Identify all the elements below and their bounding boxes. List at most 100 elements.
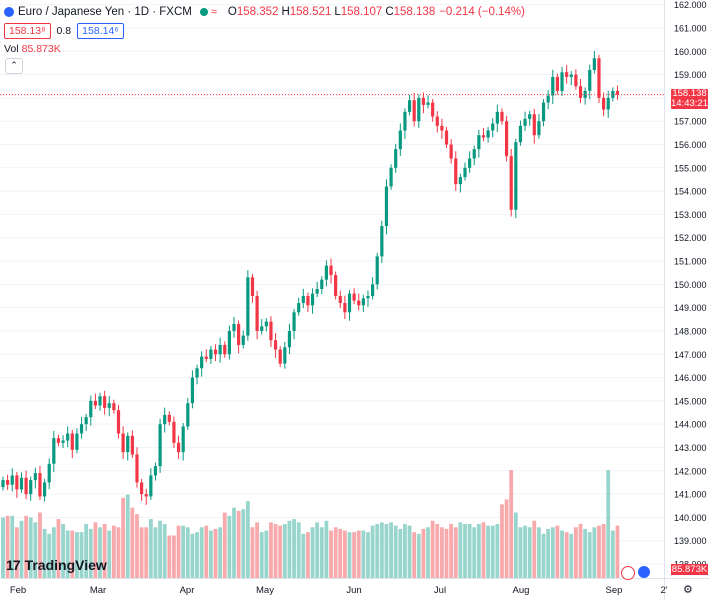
candle-body	[172, 421, 176, 443]
volume-legend[interactable]: Vol 85.873K	[4, 43, 61, 55]
candle-body	[421, 97, 426, 105]
volume-bar	[79, 532, 84, 578]
collapse-legend-button[interactable]: ⌃	[5, 58, 23, 74]
volume-bar	[573, 527, 578, 578]
candle-body	[52, 438, 56, 464]
candle-body	[75, 433, 79, 450]
volume-bar	[338, 528, 343, 578]
candle-body	[33, 473, 37, 481]
volume-bar	[296, 522, 301, 578]
market-status[interactable]: ≈	[199, 6, 217, 18]
candle-body	[380, 226, 384, 257]
volume-bar	[481, 522, 486, 578]
volume-bar	[148, 519, 153, 578]
candle-body	[218, 344, 222, 355]
volume-bar	[204, 525, 209, 578]
volume-bar	[597, 525, 601, 578]
candle-body	[19, 477, 24, 490]
candle-body	[569, 74, 573, 77]
volume-bar	[172, 535, 176, 578]
volume-bar	[610, 530, 615, 578]
candle-body	[176, 442, 181, 453]
candle-body	[602, 97, 606, 110]
volume-bar	[583, 528, 588, 578]
volume-bar	[537, 527, 541, 578]
volume-bar	[75, 532, 79, 578]
x-tick-label: Mar	[90, 585, 106, 596]
candle-body	[412, 100, 416, 122]
tradingview-logo[interactable]: 17 TradingView	[6, 557, 107, 573]
symbol-title[interactable]: Euro / Japanese Yen · 1D · FXCM	[18, 6, 192, 18]
last-price-tag: 158.138 14:43:21	[671, 89, 708, 109]
y-tick-label: 140.000	[674, 513, 707, 523]
candle-body	[310, 293, 315, 306]
candle-body	[551, 76, 555, 96]
close-label: C	[385, 6, 394, 18]
volume-bar	[490, 525, 495, 578]
y-tick-label: 143.000	[674, 443, 707, 453]
volume-bar	[615, 525, 620, 578]
candle-body	[560, 72, 564, 91]
volume-bar	[153, 527, 158, 578]
volume-bar	[135, 514, 139, 578]
volume-bar	[61, 524, 65, 578]
candle-body	[144, 494, 148, 497]
flash-icon[interactable]	[621, 566, 635, 580]
volume-bar	[42, 528, 47, 578]
volume-bar	[500, 504, 504, 578]
volume-bar	[5, 515, 10, 578]
volume-bar	[361, 530, 366, 578]
y-tick-label: 155.000	[674, 163, 707, 173]
volume-label: Vol	[4, 43, 19, 55]
gear-icon[interactable]: ⚙	[683, 584, 693, 596]
candle-body	[213, 349, 218, 355]
candle-body	[541, 102, 546, 122]
volume-bar	[430, 520, 435, 578]
x-tick-label: Aug	[513, 585, 530, 596]
change-value: −0.214 (−0.14%)	[439, 6, 525, 18]
buy-button[interactable]: 158.14⁶	[77, 23, 124, 39]
candle-body	[352, 293, 356, 301]
candle-body	[149, 475, 153, 497]
volume-bar	[476, 524, 481, 578]
volume-bar	[199, 527, 204, 578]
sell-button[interactable]: 158.13⁸	[4, 23, 51, 39]
volume-bar	[144, 527, 149, 578]
candle-body	[273, 340, 278, 350]
volume-bar	[125, 494, 130, 578]
volume-bar	[70, 530, 75, 578]
candle-body	[458, 177, 462, 185]
volume-bar	[107, 530, 112, 578]
y-tick-label: 154.000	[674, 187, 707, 197]
candle-body	[153, 466, 158, 476]
candle-body	[454, 158, 458, 185]
candle-body	[431, 102, 435, 117]
open-label: O	[227, 6, 237, 18]
volume-bar	[287, 520, 292, 578]
volume-bar	[310, 527, 315, 578]
candle-body	[324, 265, 328, 280]
volume-bar	[167, 535, 172, 578]
volume-bar	[523, 525, 527, 578]
volume-bar	[273, 524, 278, 578]
candle-body	[588, 69, 592, 91]
candle-body	[301, 295, 305, 303]
volume-bar	[601, 524, 606, 578]
last-price: 158.138	[672, 88, 707, 99]
candle-body	[6, 480, 10, 485]
volume-bar	[356, 530, 361, 578]
volume-bar	[227, 515, 232, 578]
volume-bar	[195, 532, 199, 578]
volume-bar	[33, 522, 38, 578]
volume-bar	[162, 524, 167, 578]
volume-bar	[560, 530, 564, 578]
candle-body	[269, 321, 273, 341]
candle-body	[237, 323, 241, 345]
target-icon[interactable]	[638, 566, 650, 578]
y-tick-label: 148.000	[674, 326, 707, 336]
volume-bar	[282, 524, 287, 578]
candle-body	[398, 130, 402, 150]
low-label: L	[334, 6, 341, 18]
candle-body	[66, 433, 70, 441]
